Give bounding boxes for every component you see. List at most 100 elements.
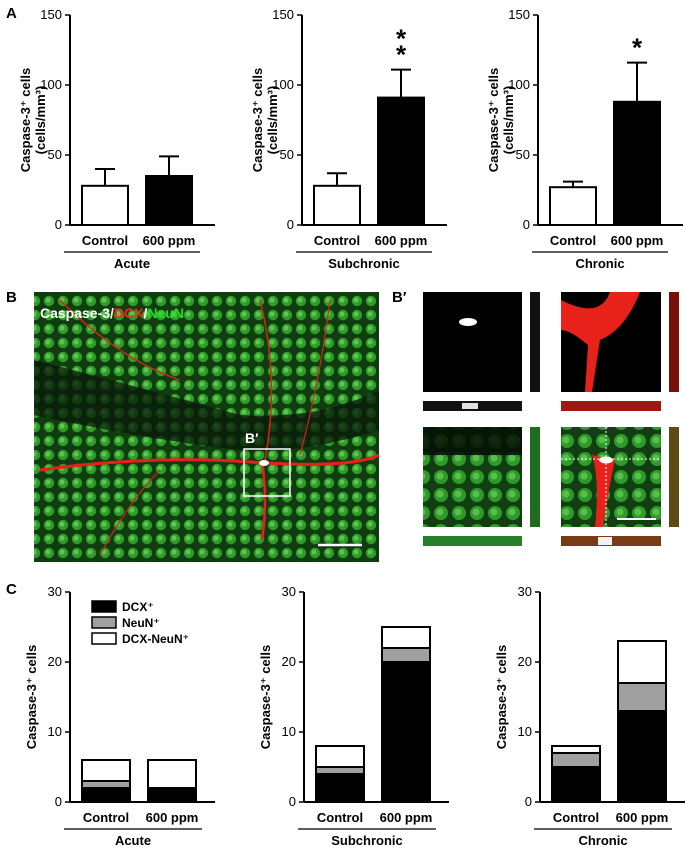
group-label: Subchronic [328, 256, 400, 271]
bar-segment [147, 759, 197, 789]
panel-label-b: B [6, 289, 17, 306]
category-label: Control [83, 810, 129, 825]
group-label: Chronic [575, 256, 624, 271]
significance-star: * [632, 33, 643, 63]
bar [81, 184, 129, 227]
panel-label-bprime: B′ [392, 289, 407, 306]
caspase-cell [599, 456, 613, 464]
micrograph-bprime [423, 292, 679, 546]
y-axis-label: Caspase-3⁺ cells [494, 645, 509, 749]
bar-segment [81, 780, 131, 789]
y-axis-label: Caspase-3⁺ cells [486, 68, 501, 172]
stain-sep: / [144, 305, 148, 321]
group-label: Subchronic [331, 833, 403, 848]
y-axis-label: Caspase-3⁺ cells [18, 68, 33, 172]
dcx-process [39, 453, 380, 472]
y-tick-label: 0 [523, 217, 530, 232]
significance-star: * [396, 24, 407, 54]
legend-label: DCX-NeuN⁺ [122, 632, 189, 646]
bar-segment [617, 710, 667, 803]
chart-chronic-density: 0 50 100 150 Control * 600 ppm Chronic Caspase-3… [486, 7, 683, 271]
y-axis-label-units: (cells/mm³) [265, 86, 280, 155]
stain-neun: NeuN [147, 305, 184, 321]
bar-segment [81, 759, 131, 782]
y-tick-label: 150 [508, 7, 530, 22]
bar-segment [617, 682, 667, 712]
category-label: Control [550, 233, 596, 248]
bar-segment [81, 787, 131, 803]
neun-dark-top [423, 427, 522, 455]
chart-acute-stacked: 0 10 20 30 Control 600 ppm Acute Caspase-3⁺ cel… [24, 584, 215, 848]
stain-caspase: Caspase-3 [40, 305, 110, 321]
chart-chronic-stacked: 0 10 20 30 Control 600 ppm Chronic Caspase-3⁺ c… [494, 584, 685, 848]
category-label: Control [314, 233, 360, 248]
legend-swatch [91, 600, 117, 613]
y-tick-label: 30 [48, 584, 62, 599]
category-label: 600 ppm [146, 810, 199, 825]
bottom-caspase-signal [462, 403, 478, 409]
category-label: Control [82, 233, 128, 248]
bar [145, 175, 193, 226]
chart-subchronic-density: 0 50 100 150 Control ** 600 ppm Subchronic Caspa… [250, 7, 447, 271]
bar [377, 96, 425, 226]
bar-segment [551, 752, 601, 768]
bar-segment [551, 745, 601, 754]
bar-segment [315, 773, 365, 803]
dcx-process [299, 299, 331, 456]
y-tick-label: 0 [287, 217, 294, 232]
category-label: Control [553, 810, 599, 825]
y-tick-label: 10 [282, 724, 296, 739]
caspase-cell [259, 460, 269, 466]
category-label: 600 ppm [375, 233, 428, 248]
category-label: Control [317, 810, 363, 825]
side-dcx [669, 292, 679, 392]
bar-segment [381, 647, 431, 663]
dcx-process [260, 461, 267, 541]
group-label: Acute [115, 833, 151, 848]
bar-segment [381, 626, 431, 649]
y-tick-label: 30 [518, 584, 532, 599]
y-axis-label: Caspase-3⁺ cells [250, 68, 265, 172]
y-axis-label-units: (cells/mm³) [501, 86, 516, 155]
y-tick-label: 0 [289, 794, 296, 809]
bar-segment [315, 745, 365, 768]
y-tick-label: 50 [280, 147, 294, 162]
bar-segment [315, 766, 365, 775]
legend-label: DCX⁺ [122, 600, 154, 614]
inset-box [243, 448, 291, 497]
significance-star: * [396, 40, 407, 70]
y-tick-label: 0 [525, 794, 532, 809]
view-caspase [423, 292, 522, 392]
y-axis-label: Caspase-3⁺ cells [258, 645, 273, 749]
inset-label: B′ [245, 430, 259, 446]
dcx-cell [561, 292, 640, 392]
y-tick-label: 20 [518, 654, 532, 669]
dcx-process [259, 299, 273, 461]
legend-swatch [91, 632, 117, 645]
dcx-process [59, 299, 181, 381]
y-tick-label: 10 [48, 724, 62, 739]
category-label: 600 ppm [380, 810, 433, 825]
side-caspase [530, 292, 540, 392]
panel-label-c: C [6, 581, 17, 598]
y-tick-label: 30 [282, 584, 296, 599]
dcx-process [99, 469, 161, 556]
bottom-neun [423, 536, 522, 546]
y-tick-label: 0 [55, 794, 62, 809]
bottom-merge-signal [598, 537, 612, 545]
caspase-cell [459, 318, 477, 326]
y-tick-label: 0 [55, 217, 62, 232]
y-tick-label: 100 [272, 77, 294, 92]
category-label: 600 ppm [143, 233, 196, 248]
y-tick-label: 20 [48, 654, 62, 669]
bar [613, 100, 661, 226]
stain-label: Caspase-3/DCX/NeuN [40, 305, 184, 321]
y-tick-label: 20 [282, 654, 296, 669]
group-label: Chronic [578, 833, 627, 848]
stain-sep: / [110, 305, 114, 321]
category-label: 600 ppm [611, 233, 664, 248]
y-axis-label: Caspase-3⁺ cells [24, 645, 39, 749]
bar-segment [617, 640, 667, 684]
legend-label: NeuN⁺ [122, 616, 160, 630]
side-neun [530, 427, 540, 527]
